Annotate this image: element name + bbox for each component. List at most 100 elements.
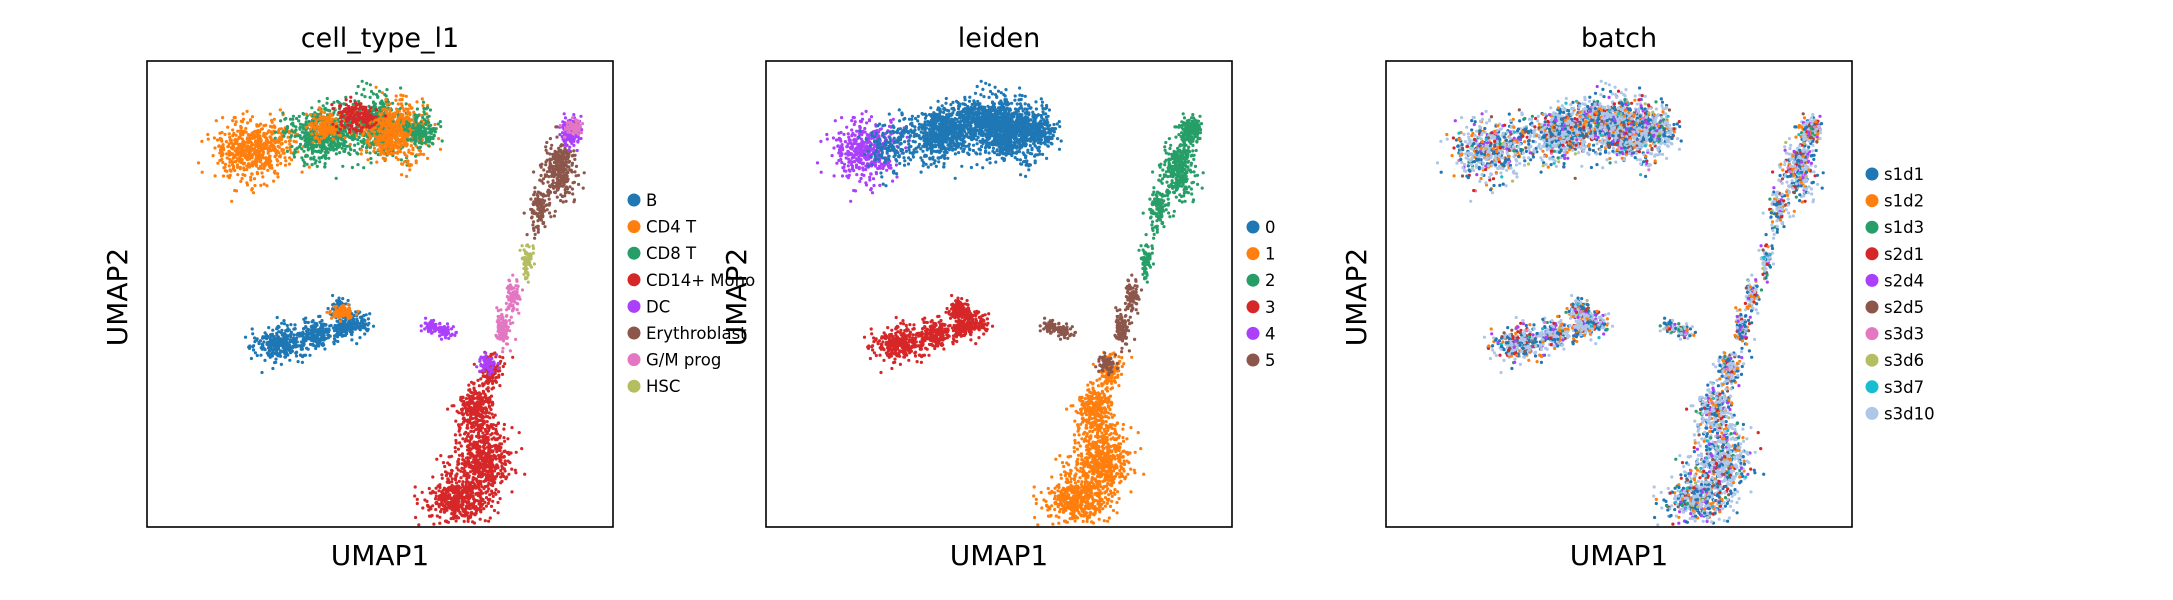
cell-point bbox=[368, 109, 372, 113]
cell-point bbox=[285, 130, 289, 134]
cell-point bbox=[270, 166, 274, 170]
cell-point bbox=[480, 413, 484, 417]
cell-point bbox=[432, 522, 436, 526]
cell-point bbox=[415, 107, 419, 111]
cell-point bbox=[245, 137, 249, 141]
cell-point bbox=[486, 415, 490, 419]
cell-point bbox=[343, 125, 347, 129]
cell-point bbox=[360, 93, 364, 97]
cell-point bbox=[472, 458, 476, 462]
cell-point bbox=[295, 134, 300, 138]
cell-point bbox=[404, 123, 408, 127]
cell-point bbox=[454, 519, 458, 523]
cell-point bbox=[493, 437, 498, 442]
cell-point bbox=[493, 431, 498, 435]
cell-point bbox=[487, 444, 491, 448]
cell-point bbox=[378, 107, 382, 111]
cell-point bbox=[389, 139, 393, 143]
cell-point bbox=[304, 120, 308, 124]
cell-point bbox=[375, 93, 379, 97]
cell-point bbox=[489, 458, 493, 462]
cell-point bbox=[466, 418, 470, 422]
cell-point bbox=[300, 156, 304, 160]
cell-point bbox=[331, 137, 335, 141]
cell-point bbox=[330, 103, 334, 107]
cell-point bbox=[443, 510, 447, 514]
cell-point bbox=[242, 166, 246, 170]
cell-point bbox=[234, 120, 238, 124]
cell-point bbox=[332, 315, 336, 319]
cell-point bbox=[409, 118, 413, 122]
cell-point bbox=[491, 483, 495, 488]
cell-point bbox=[335, 328, 339, 332]
cell-point bbox=[343, 147, 347, 151]
cell-point bbox=[414, 120, 418, 124]
cell-point bbox=[491, 494, 495, 498]
cell-point bbox=[285, 149, 289, 153]
cell-point bbox=[306, 330, 310, 334]
cell-point bbox=[239, 119, 243, 123]
cell-point bbox=[438, 485, 442, 490]
cell-point bbox=[231, 119, 235, 123]
cell-point bbox=[328, 148, 332, 152]
cell-point bbox=[428, 108, 432, 112]
cell-point bbox=[385, 127, 390, 131]
cell-point bbox=[318, 122, 323, 126]
cell-point bbox=[273, 125, 277, 129]
cell-point bbox=[281, 130, 285, 134]
cell-point bbox=[462, 416, 466, 420]
cell-point bbox=[295, 350, 299, 354]
cell-point bbox=[453, 478, 458, 482]
cell-point bbox=[326, 150, 330, 155]
cell-point bbox=[464, 430, 468, 434]
cell-point bbox=[325, 147, 329, 151]
cell-point bbox=[402, 143, 406, 147]
cell-point bbox=[252, 177, 257, 181]
cell-point bbox=[324, 327, 328, 331]
cell-point bbox=[471, 466, 475, 470]
cell-point bbox=[291, 121, 295, 125]
cell-point bbox=[438, 328, 442, 332]
cell-point bbox=[332, 340, 336, 344]
cell-point bbox=[315, 323, 319, 327]
cell-point bbox=[475, 461, 479, 466]
cell-point bbox=[323, 140, 327, 144]
cell-point bbox=[479, 440, 484, 444]
cell-point bbox=[445, 471, 449, 475]
cell-point bbox=[248, 344, 252, 348]
cell-point bbox=[277, 145, 281, 149]
cell-point bbox=[459, 476, 463, 480]
cell-point bbox=[304, 116, 308, 120]
cell-point bbox=[358, 336, 362, 340]
cell-point bbox=[291, 117, 295, 121]
cell-point bbox=[404, 102, 408, 106]
cell-point bbox=[335, 143, 339, 147]
cell-point bbox=[238, 135, 242, 139]
cell-point bbox=[288, 348, 292, 352]
cell-point bbox=[437, 489, 441, 493]
cell-point bbox=[312, 116, 316, 120]
cell-point bbox=[310, 122, 314, 126]
cell-point bbox=[250, 155, 254, 159]
cell-point bbox=[479, 504, 483, 508]
cell-point bbox=[314, 159, 318, 163]
cell-point bbox=[241, 140, 246, 144]
cell-point bbox=[262, 156, 266, 160]
cell-point bbox=[426, 106, 430, 110]
cell-point bbox=[244, 152, 248, 156]
cell-point bbox=[360, 79, 364, 83]
cell-point bbox=[467, 497, 471, 501]
cell-point bbox=[296, 360, 300, 364]
cell-point bbox=[460, 466, 464, 470]
cell-point bbox=[250, 188, 254, 192]
cell-point bbox=[445, 322, 450, 326]
cell-point bbox=[303, 144, 307, 148]
cell-point bbox=[288, 148, 292, 152]
cell-point bbox=[520, 447, 524, 451]
cell-point bbox=[359, 320, 363, 324]
cell-point bbox=[431, 490, 436, 494]
cell-point bbox=[343, 136, 347, 140]
cell-point bbox=[456, 460, 460, 465]
cell-point bbox=[241, 112, 245, 116]
cell-point bbox=[351, 118, 355, 122]
